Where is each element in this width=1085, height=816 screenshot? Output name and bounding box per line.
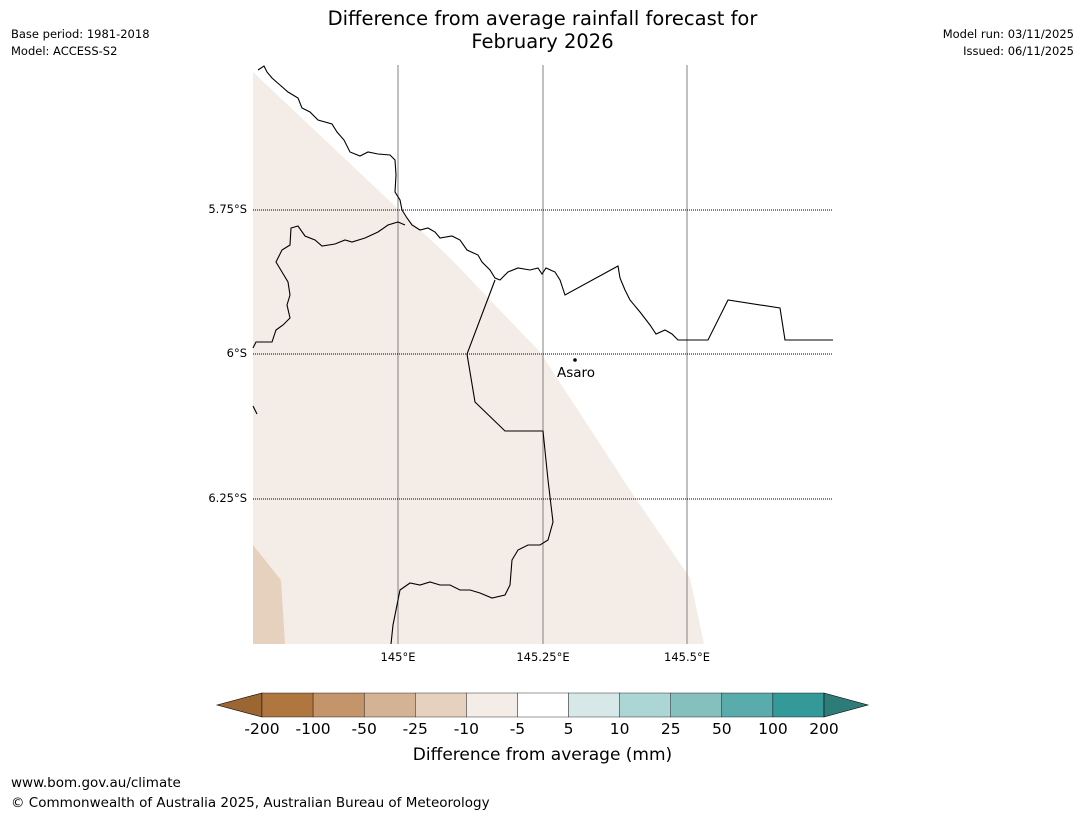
colorbar-tick-label: 10	[609, 720, 630, 738]
lat-label-6: 6°S	[226, 346, 247, 360]
boundary-lines	[252, 65, 833, 645]
model-run-text: Model run: 03/11/2025	[942, 27, 1074, 41]
footer-copyright: © Commonwealth of Australia 2025, Austra…	[11, 795, 490, 811]
shaded-region-medium	[253, 545, 285, 644]
lon-label-145: 145°E	[380, 650, 416, 664]
colorbar-segment	[466, 692, 518, 718]
colorbar-tick-label: 100	[758, 720, 788, 738]
colorbar-tick-label: -25	[402, 720, 428, 738]
metadata-right: Model run: 03/11/2025 Issued: 06/11/2025	[943, 26, 1074, 60]
colorbar-tick-label: 50	[711, 720, 732, 738]
colorbar-tick-label: -200	[244, 720, 280, 738]
colorbar-segment	[312, 692, 365, 718]
shaded-region-light	[253, 72, 704, 644]
colorbar	[215, 692, 870, 718]
colorbar-segment	[517, 692, 569, 718]
colorbar-tick-label: 25	[660, 720, 681, 738]
issued-text: Issued: 06/11/2025	[963, 44, 1074, 58]
title-line-1: Difference from average rainfall forecas…	[327, 7, 758, 30]
colorbar-segment	[721, 692, 774, 718]
boundary-north	[257, 65, 833, 341]
base-period-text: Base period: 1981-2018	[11, 27, 150, 41]
colorbar-segment	[670, 692, 723, 718]
colorbar-segment	[568, 692, 620, 718]
colorbar-segment	[363, 692, 416, 718]
lat-label-5-75: 5.75°S	[208, 202, 247, 216]
lat-label-6-25: 6.25°S	[208, 491, 247, 505]
colorbar-segment	[261, 692, 314, 718]
colorbar-tick-label: -5	[509, 720, 526, 738]
model-text: Model: ACCESS-S2	[11, 44, 118, 58]
colorbar-tick-label: -50	[351, 720, 377, 738]
colorbar-tick-label: 5	[563, 720, 574, 738]
colorbar-extend-high	[823, 692, 870, 718]
boundary-mid	[390, 279, 554, 645]
colorbar-segment	[619, 692, 671, 718]
footer-url: www.bom.gov.au/climate	[11, 775, 181, 791]
colorbar-tick-label: 200	[809, 720, 839, 738]
colorbar-title: Difference from average (mm)	[412, 745, 673, 765]
metadata-left: Base period: 1981-2018 Model: ACCESS-S2	[11, 26, 150, 60]
boundary-edge-west	[252, 405, 258, 415]
colorbar-tick-label: -100	[295, 720, 331, 738]
place-label-asaro: Asaro	[557, 365, 596, 381]
lon-label-145-5: 145.5°E	[664, 650, 710, 664]
title-line-2: February 2026	[471, 30, 614, 53]
colorbar-segment	[415, 692, 467, 718]
asaro-marker	[573, 358, 577, 362]
map-title: Difference from average rainfall forecas…	[0, 7, 1085, 53]
colorbar-extend-low	[215, 692, 263, 718]
boundary-west	[252, 221, 406, 349]
lon-label-145-25: 145.25°E	[516, 650, 570, 664]
colorbar-segment	[772, 692, 825, 718]
colorbar-tick-label: -10	[453, 720, 480, 738]
